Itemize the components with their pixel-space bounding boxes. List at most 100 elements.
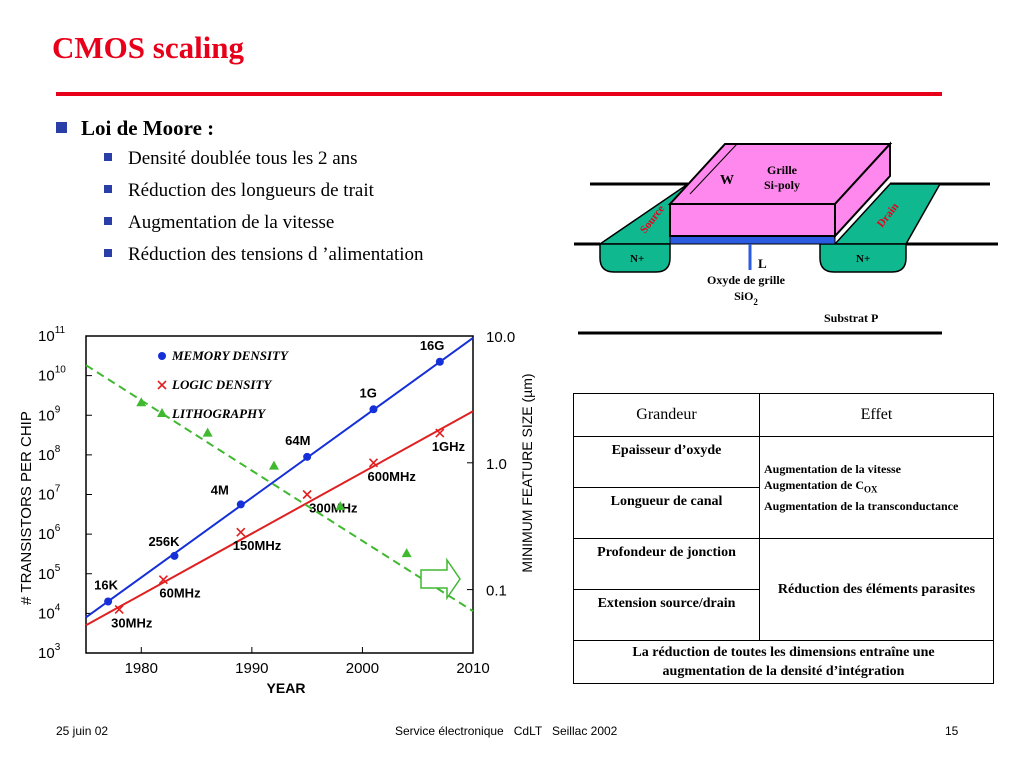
- bullet-main: Loi de Moore :: [56, 116, 214, 141]
- moore-law-chart: 1980 1990 2000 2010 103 104 105 106 107 108 109 101…: [18, 325, 535, 696]
- series-trend-line: [85, 337, 474, 619]
- x-tick-label: 2000: [346, 660, 379, 677]
- gate-front: [669, 203, 836, 237]
- data-label: 600MHz: [367, 469, 416, 484]
- data-label: 256K: [148, 534, 180, 549]
- table-cell-conclusion: La réduction de toutes les dimensions en…: [573, 640, 994, 684]
- sub-bullet: Densité doublée tous les 2 ans: [104, 148, 358, 170]
- sub-bullet-text: Réduction des tensions d ’alimentation: [128, 244, 424, 265]
- square-bullet-icon: [104, 217, 112, 225]
- data-label: 64M: [285, 433, 310, 448]
- title-divider: [56, 92, 942, 96]
- oxide-label-2: SiO2: [734, 289, 758, 307]
- w-dimension-line: [689, 143, 738, 195]
- hollow-arrow-icon: [420, 557, 461, 601]
- table-row: La réduction de toutes les dimensions en…: [573, 640, 994, 684]
- table-cell-quantity: Longueur de canal: [573, 487, 760, 539]
- y2-tick-label: 1.0: [486, 456, 507, 473]
- sub-bullet: Réduction des tensions d ’alimentation: [104, 244, 424, 266]
- n-plus-label-source: N+: [630, 253, 644, 265]
- table-cell-quantity: Epaisseur d’oxyde: [573, 436, 760, 488]
- conclusion-line: La réduction de toutes les dimensions en…: [632, 645, 935, 660]
- table-header-row: Grandeur Effet: [573, 393, 994, 437]
- series-trend-line: [85, 364, 474, 612]
- oxide-label-1: Oxyde de grille: [707, 273, 786, 287]
- y-tick-label: 109: [38, 404, 61, 424]
- data-label: 1G: [359, 385, 376, 400]
- scaling-effects-table: Grandeur Effet Epaisseur d’oxyde Augment…: [573, 393, 994, 684]
- memory-point: [236, 500, 245, 509]
- y-tick-label: 105: [38, 563, 61, 583]
- gate-oxide-front: [669, 235, 836, 245]
- table-row: Profondeur de jonction Réduction des élé…: [573, 538, 994, 641]
- legend-label: LOGIC DENSITY: [171, 377, 272, 392]
- legend-label: LITHOGRAPHY: [171, 406, 266, 421]
- logic-point: [158, 575, 168, 585]
- legend-label: MEMORY DENSITY: [171, 348, 289, 363]
- table-cell-quantity: Extension source/drain: [573, 589, 760, 641]
- table-row: Epaisseur d’oxyde Augmentation de la vit…: [573, 436, 994, 539]
- sub-bullet: Augmentation de la vitesse: [104, 212, 334, 234]
- data-label: 300MHz: [309, 501, 358, 516]
- data-label: 16K: [94, 577, 118, 592]
- logic-point: [236, 527, 246, 537]
- data-label: 4M: [211, 482, 229, 497]
- y2-tick-label: 0.1: [486, 583, 507, 600]
- table-row: Extension source/drain: [573, 589, 994, 641]
- table-row: Longueur de canal: [573, 487, 994, 539]
- y-tick-label: 108: [38, 444, 61, 464]
- logic-point: [435, 428, 445, 438]
- bullet-main-text: Loi de Moore :: [81, 116, 215, 140]
- lithography-point: [268, 460, 279, 470]
- effect-line: Augmentation de la transconductance: [764, 498, 959, 513]
- legend-marker: [157, 408, 167, 417]
- effect-line: Augmentation de la vitesse: [764, 462, 901, 477]
- w-label: W: [720, 173, 734, 188]
- y-tick-label: 1011: [38, 325, 66, 345]
- gate-label-1: Grille: [767, 163, 798, 177]
- y-tick-label: 106: [38, 523, 61, 543]
- data-label: 16G: [420, 338, 445, 353]
- legend-marker: [157, 380, 167, 390]
- y-axis-title: # TRANSISTORS PER CHIP: [18, 411, 35, 605]
- slide-title: CMOS scaling: [52, 30, 245, 65]
- sub-bullet-text: Densité doublée tous les 2 ans: [128, 148, 358, 169]
- lithography-point: [401, 548, 412, 558]
- logic-point: [368, 458, 379, 468]
- square-bullet-icon: [104, 249, 112, 257]
- memory-point: [435, 357, 444, 366]
- table-header-cell: Effet: [759, 393, 994, 437]
- memory-point: [104, 597, 113, 606]
- memory-point: [303, 452, 312, 461]
- y-tick-label: 1010: [38, 365, 66, 385]
- table-cell-effect: Augmentation de la vitesse Augmentation …: [759, 436, 994, 539]
- data-label: 60MHz: [159, 586, 201, 601]
- x-tick-label: 1980: [125, 660, 158, 677]
- chart-plot-area: 1980 1990 2000 2010 103 104 105 106 107 108 109 101…: [38, 325, 515, 677]
- data-label: 150MHz: [233, 538, 282, 553]
- lithography-point: [136, 397, 147, 407]
- y2-tick-label: 10.0: [486, 329, 515, 346]
- footer-date: 25 juin 02: [56, 724, 109, 738]
- logic-point: [114, 604, 124, 614]
- y-tick-label: 104: [38, 602, 61, 622]
- effect-line: Augmentation de COX: [764, 478, 878, 495]
- table-cell-quantity: Profondeur de jonction: [573, 538, 760, 590]
- sub-bullet-text: Augmentation de la vitesse: [128, 212, 335, 233]
- legend-marker: [158, 352, 166, 360]
- l-label: L: [758, 256, 767, 271]
- x-axis-title: YEAR: [267, 680, 306, 696]
- n-plus-label-drain: N+: [856, 253, 870, 265]
- x-tick-label: 2010: [456, 660, 489, 677]
- table-cell-effect: Réduction des éléments parasites: [759, 538, 994, 641]
- y-tick-label: 107: [38, 484, 61, 504]
- gate-side: [834, 141, 891, 239]
- lithography-point: [202, 427, 213, 437]
- square-bullet-icon: [104, 153, 112, 161]
- data-label: 1GHz: [432, 439, 466, 454]
- plot-frame: [85, 335, 474, 654]
- lithography-point: [335, 501, 346, 511]
- sub-bullet-text: Réduction des longueurs de trait: [128, 180, 374, 201]
- y-tick-label: 103: [38, 642, 61, 662]
- square-bullet-icon: [104, 185, 112, 193]
